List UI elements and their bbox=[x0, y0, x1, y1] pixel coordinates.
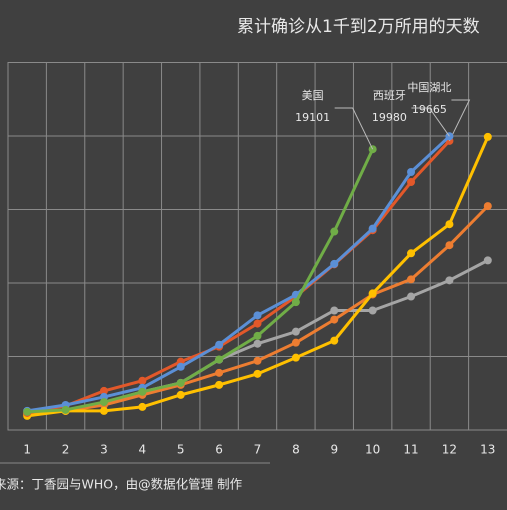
point bbox=[23, 407, 32, 416]
point bbox=[445, 220, 454, 229]
value-label: 19665 bbox=[412, 103, 447, 116]
x-tick-label: 8 bbox=[292, 443, 300, 457]
point bbox=[407, 168, 416, 177]
x-tick-label: 1 bbox=[23, 443, 31, 457]
point bbox=[330, 336, 339, 345]
x-tick-label: 11 bbox=[403, 443, 418, 457]
point bbox=[176, 362, 185, 371]
series-name: 西班牙 bbox=[373, 89, 406, 102]
point bbox=[330, 227, 339, 236]
point bbox=[330, 259, 339, 268]
point bbox=[138, 402, 147, 411]
point bbox=[176, 390, 185, 399]
point bbox=[215, 355, 224, 364]
chart-title: 累计确诊从1千到2万所用的天数 bbox=[237, 17, 480, 37]
leader-line bbox=[448, 99, 471, 142]
point bbox=[330, 306, 339, 315]
series-name: 中国湖北 bbox=[407, 81, 451, 94]
point bbox=[253, 339, 262, 348]
x-tick-label: 9 bbox=[330, 443, 338, 457]
point bbox=[253, 356, 262, 365]
point bbox=[215, 340, 224, 349]
source: 来源：丁香园与WHO，由@数据化管理 制作 bbox=[0, 477, 243, 492]
point bbox=[291, 327, 300, 336]
x-tick-label: 7 bbox=[254, 443, 262, 457]
series-line bbox=[27, 205, 489, 416]
x-tick-label: 2 bbox=[62, 443, 70, 457]
x-tick-label: 3 bbox=[100, 443, 108, 457]
point bbox=[253, 369, 262, 378]
x-tick-label: 12 bbox=[442, 443, 457, 457]
point bbox=[407, 249, 416, 258]
x-tick-label: 10 bbox=[365, 443, 380, 457]
leader-line bbox=[334, 107, 374, 150]
point bbox=[291, 338, 300, 347]
point bbox=[215, 380, 224, 389]
point bbox=[483, 256, 492, 265]
point bbox=[99, 398, 108, 407]
series-name: 美国 bbox=[302, 89, 324, 102]
value-label: 19101 bbox=[295, 111, 330, 124]
value-label: 19980 bbox=[372, 111, 407, 124]
point bbox=[445, 276, 454, 285]
series-line bbox=[26, 139, 451, 415]
point bbox=[483, 202, 492, 211]
point bbox=[368, 224, 377, 233]
point bbox=[483, 132, 492, 141]
series-line bbox=[27, 148, 375, 414]
point bbox=[215, 368, 224, 377]
leader-line bbox=[411, 107, 450, 137]
point bbox=[61, 405, 70, 414]
x-tick-label: 5 bbox=[177, 443, 185, 457]
point bbox=[368, 306, 377, 315]
point bbox=[176, 378, 185, 387]
point bbox=[99, 386, 108, 395]
x-tick-label: 4 bbox=[139, 443, 147, 457]
point bbox=[407, 178, 416, 187]
point bbox=[330, 315, 339, 324]
point bbox=[407, 292, 416, 301]
point bbox=[253, 319, 262, 328]
series-line bbox=[26, 135, 451, 413]
point bbox=[445, 241, 454, 250]
x-tick-label: 13 bbox=[480, 443, 495, 457]
point bbox=[253, 331, 262, 340]
x-tick-label: 6 bbox=[215, 443, 223, 457]
point bbox=[368, 289, 377, 298]
point bbox=[138, 376, 147, 385]
point bbox=[291, 353, 300, 362]
point bbox=[138, 387, 147, 396]
point bbox=[253, 311, 262, 320]
point bbox=[99, 406, 108, 415]
point bbox=[291, 298, 300, 307]
point bbox=[407, 275, 416, 284]
